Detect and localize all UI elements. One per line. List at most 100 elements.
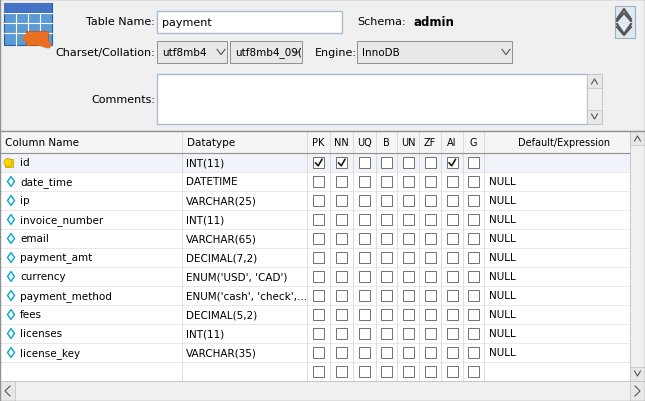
Text: currency: currency [20, 272, 66, 282]
Bar [468, 271, 479, 282]
Bar [402, 196, 413, 207]
Bar [313, 252, 324, 263]
Bar [424, 271, 435, 282]
Bar [587, 111, 602, 125]
Bar [313, 271, 324, 282]
Text: Datatype: Datatype [187, 138, 235, 148]
Bar [157, 75, 587, 125]
Bar [336, 215, 347, 225]
Bar [0, 132, 645, 381]
Bar [336, 290, 347, 301]
Text: NULL: NULL [489, 272, 516, 282]
Text: DATETIME: DATETIME [186, 177, 237, 187]
Bar [313, 366, 324, 377]
Bar [381, 252, 392, 263]
Bar [336, 176, 347, 188]
Bar [4, 4, 52, 14]
Text: Table Name:: Table Name: [86, 17, 155, 27]
Bar [0, 362, 645, 381]
Bar [587, 75, 602, 125]
Bar [313, 158, 324, 168]
Bar [402, 347, 413, 358]
Bar [630, 132, 645, 381]
Bar [468, 366, 479, 377]
Bar [402, 366, 413, 377]
Bar [468, 328, 479, 339]
Bar [630, 367, 645, 381]
Text: license_key: license_key [20, 347, 80, 358]
Bar [0, 324, 645, 343]
Bar [402, 176, 413, 188]
Text: G: G [470, 138, 477, 148]
Bar [0, 267, 645, 286]
Bar [0, 132, 645, 154]
Bar [402, 233, 413, 244]
Text: NULL: NULL [489, 196, 516, 206]
Text: NULL: NULL [489, 291, 516, 301]
Bar [446, 366, 457, 377]
Bar [424, 233, 435, 244]
Bar [359, 328, 370, 339]
Bar [381, 309, 392, 320]
Bar [446, 271, 457, 282]
Text: ZF: ZF [424, 138, 436, 148]
Text: invoice_number: invoice_number [20, 215, 103, 225]
Text: InnoDB: InnoDB [362, 48, 400, 58]
Bar [424, 309, 435, 320]
Bar [359, 290, 370, 301]
Bar [468, 215, 479, 225]
Text: NULL: NULL [489, 177, 516, 187]
Bar [313, 215, 324, 225]
Bar [336, 347, 347, 358]
Text: INT(11): INT(11) [186, 215, 224, 225]
Bar [313, 176, 324, 188]
Text: NN: NN [334, 138, 349, 148]
Bar [230, 42, 302, 64]
Bar [424, 252, 435, 263]
Text: DECIMAL(5,2): DECIMAL(5,2) [186, 310, 257, 320]
Text: Schema:: Schema: [357, 17, 406, 27]
Bar [381, 366, 392, 377]
Bar [402, 309, 413, 320]
Text: admin: admin [413, 16, 454, 28]
Bar [313, 196, 324, 207]
Bar [157, 42, 227, 64]
Bar [336, 366, 347, 377]
Bar [402, 252, 413, 263]
Bar [26, 32, 48, 46]
Bar [446, 233, 457, 244]
Bar [336, 233, 347, 244]
Bar [381, 233, 392, 244]
Text: fees: fees [20, 310, 42, 320]
Bar [0, 154, 645, 172]
Bar [4, 4, 52, 46]
Bar [468, 176, 479, 188]
Bar [424, 328, 435, 339]
Bar [402, 271, 413, 282]
Bar [446, 290, 457, 301]
Text: payment_method: payment_method [20, 290, 112, 301]
Text: Engine:: Engine: [315, 48, 357, 58]
Bar [446, 252, 457, 263]
Text: Column Name: Column Name [5, 138, 79, 148]
Text: date_time: date_time [20, 176, 72, 188]
Bar [424, 196, 435, 207]
Bar [381, 290, 392, 301]
Text: INT(11): INT(11) [186, 158, 224, 168]
Bar [5, 159, 13, 167]
Text: Charset/Collation:: Charset/Collation: [55, 48, 155, 58]
Bar [0, 229, 645, 248]
Bar [336, 271, 347, 282]
Bar [446, 215, 457, 225]
Bar [381, 176, 392, 188]
Text: NULL: NULL [489, 329, 516, 339]
Bar [359, 271, 370, 282]
Bar [424, 366, 435, 377]
Bar [336, 309, 347, 320]
Text: DECIMAL(7,2): DECIMAL(7,2) [186, 253, 257, 263]
Text: NULL: NULL [489, 215, 516, 225]
Text: Default/Expression: Default/Expression [518, 138, 610, 148]
Bar [0, 192, 645, 211]
Bar [424, 290, 435, 301]
Text: payment: payment [162, 18, 212, 28]
